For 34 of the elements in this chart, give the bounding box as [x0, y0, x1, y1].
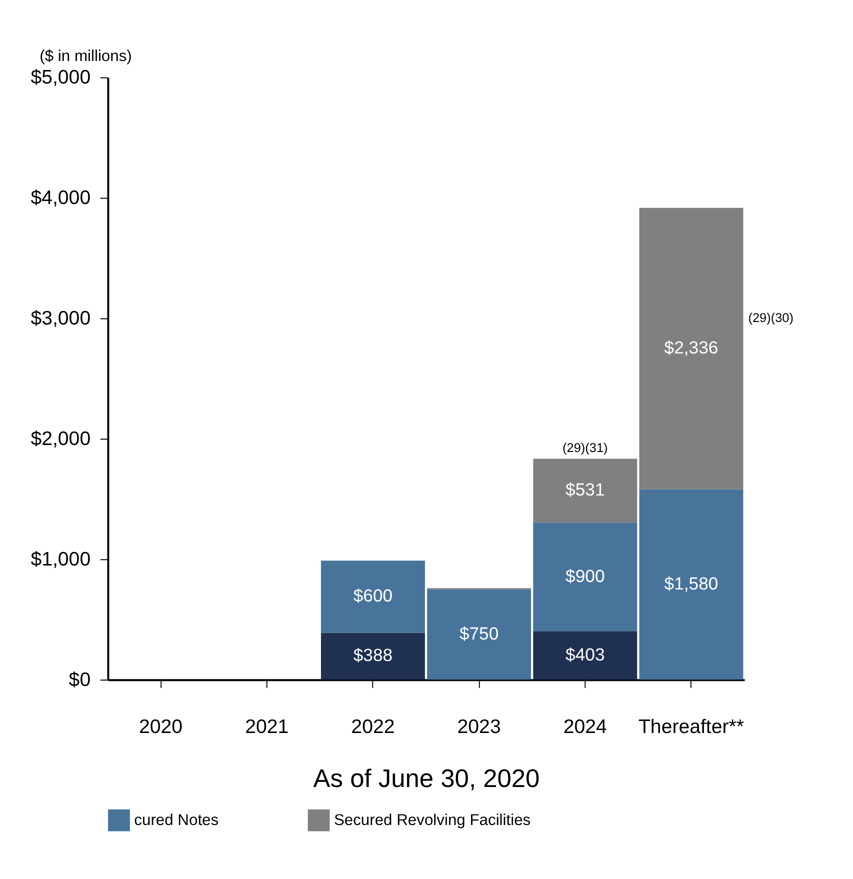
x-tick-label: 2021 [245, 716, 289, 738]
x-tick-label: Thereafter** [638, 716, 744, 738]
data-label: $2,336 [664, 338, 718, 358]
bar [320, 632, 425, 680]
legend-label: Secured Revolving Facilities [334, 812, 531, 830]
bar [533, 522, 638, 632]
data-label: $403 [566, 644, 605, 664]
data-label: $1,580 [664, 573, 718, 594]
bar [533, 631, 638, 680]
y-tick-label: $5,000 [30, 66, 91, 89]
y-tick-label: $4,000 [30, 187, 91, 210]
data-label: $600 [353, 586, 393, 606]
bar [639, 489, 744, 680]
x-tick-label: 2020 [138, 716, 183, 738]
legend-label: cured Notes [134, 812, 219, 830]
annotation: (29)(31) [562, 440, 608, 455]
bar [639, 208, 744, 490]
data-label: $900 [566, 566, 605, 586]
y-tick-label: $0 [68, 668, 91, 691]
bar [320, 560, 425, 633]
bar [427, 589, 532, 680]
text: (29)(30) [748, 310, 794, 326]
x-axis-title: As of June 30, 2020 [313, 764, 540, 793]
bar [533, 458, 638, 523]
x-tick-label: 2022 [351, 716, 395, 738]
y-tick-label: $2,000 [30, 428, 91, 450]
x-tick-label: 2024 [563, 716, 608, 738]
y-axis-title: ($ in millions) [40, 48, 132, 66]
y-tick-label: $1,000 [30, 548, 91, 571]
y-tick-label: $3,000 [30, 308, 91, 330]
x-tick-label: 2023 [457, 716, 501, 738]
data-label: $750 [459, 623, 499, 644]
data-label: $531 [566, 480, 605, 500]
data-label: $388 [353, 645, 393, 666]
